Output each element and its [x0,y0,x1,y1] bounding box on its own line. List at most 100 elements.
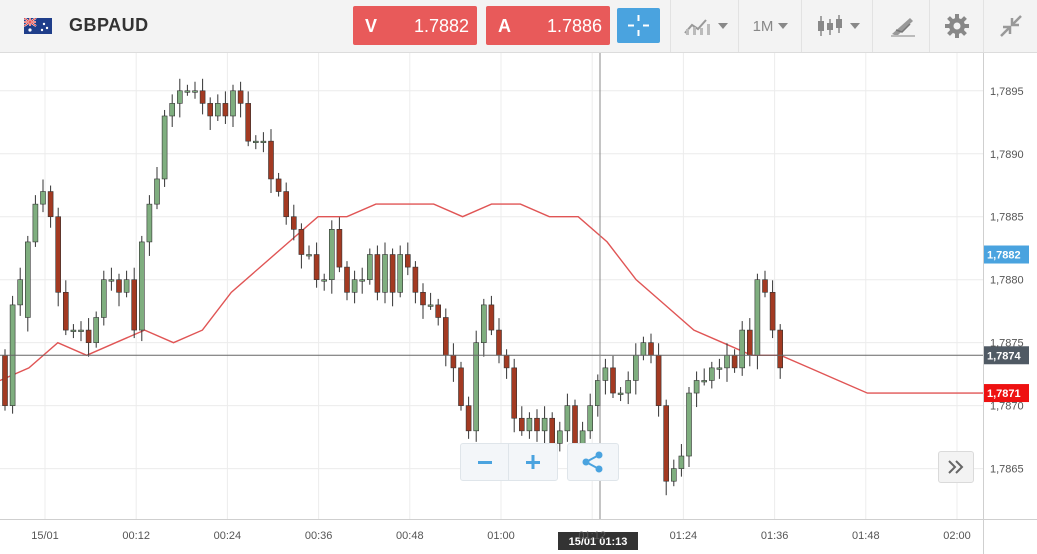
chevron-down-icon [850,23,860,29]
candle [777,324,784,379]
zoom-out-button[interactable] [461,444,509,480]
chart-axes: 1,78651,78701,78751,78801,78851,78901,78… [0,53,1037,554]
zoom-in-button[interactable] [509,444,556,480]
candle [2,349,8,411]
candle [670,459,677,487]
candle [290,204,297,241]
ask-price-tag: 1,7882 [987,250,1021,262]
candle [701,368,708,386]
candle [397,245,404,298]
candle [70,324,77,339]
ma-price-tag: 1,7871 [987,388,1021,400]
settings-button[interactable] [929,0,984,52]
candle [610,355,616,399]
timeframe-label: 1M [752,17,774,35]
buy-label: A [498,16,511,36]
candle [465,396,472,439]
candle [534,409,540,442]
candle [382,242,388,304]
share-button[interactable] [567,443,619,481]
candle [503,349,510,379]
y-tick-label: 1,7880 [990,275,1024,287]
candle [169,94,175,127]
instrument-symbol: GBPAUD [69,15,149,35]
chevron-down-icon [717,23,728,29]
candle [435,298,442,326]
candle [404,242,411,276]
collapse-button[interactable] [983,0,1037,52]
chart-type-icon [683,19,710,35]
candle [344,261,350,301]
candle [663,399,670,496]
candle [78,321,84,342]
double-chevron-right-icon [948,460,964,474]
candle [321,273,328,291]
crosshair-time-label: 15/01 01:13 [569,536,628,548]
x-tick-label: 02:00 [943,530,971,542]
zoom-controls [460,443,558,481]
candle [389,248,396,307]
y-tick-label: 1,7885 [990,212,1024,224]
candle [40,179,46,213]
current-price-tag-bg [984,346,1029,365]
candle [442,308,449,367]
candle [366,248,373,285]
candle [739,321,746,376]
candle [32,195,39,247]
candle [146,195,153,256]
candle [199,78,206,115]
candle [518,406,525,436]
candle [724,343,730,382]
candle [184,84,191,96]
candle [458,361,464,411]
candle [526,412,533,439]
candle [177,78,183,118]
candle [746,318,753,367]
chart-type-button[interactable] [670,0,739,52]
sell-button[interactable]: V 1.7882 [353,6,477,45]
candle [230,84,236,127]
y-tick-label: 1,7865 [990,464,1024,476]
candle [640,336,647,361]
scroll-to-latest-button[interactable] [938,451,974,483]
candlestick-style-button[interactable] [801,0,873,52]
y-tick-label: 1,7890 [990,149,1024,161]
candle [161,109,168,187]
candle [222,91,229,124]
candle [336,217,343,273]
candle [617,387,624,402]
minus-icon [477,461,492,464]
candle [298,223,305,269]
drawing-tools-button[interactable] [872,0,930,52]
moving-average-line [0,203,983,394]
x-tick-label: 00:24 [214,530,242,542]
candle [268,129,274,193]
uk-australia-flag-icon [24,18,52,34]
candle [306,245,312,260]
ma-price-tag-bg [984,384,1029,403]
candle [17,267,24,316]
candle [556,421,563,452]
candle [625,371,632,405]
candle [678,444,685,477]
candlestick-series [2,78,784,496]
crosshair-button[interactable] [617,8,660,43]
candle [716,358,723,379]
candle [192,81,198,99]
candle [260,132,267,153]
candle [139,235,145,342]
timeframe-selector[interactable]: 1M [738,0,802,52]
sell-label: V [365,16,378,36]
candle [427,292,434,310]
chart-grid [0,53,983,519]
buy-price: 1.7886 [546,16,602,36]
buy-button[interactable]: A 1.7886 [486,6,610,45]
x-tick-label: 01:00 [487,530,515,542]
candle [541,406,548,445]
current-price-tag: 1,7874 [987,350,1022,362]
candle [275,172,282,197]
candle [131,267,137,339]
chart-overlays: 1,7882 1,7874 1,7871 15/01 01:13 [0,53,1029,550]
plus-icon [525,455,540,469]
